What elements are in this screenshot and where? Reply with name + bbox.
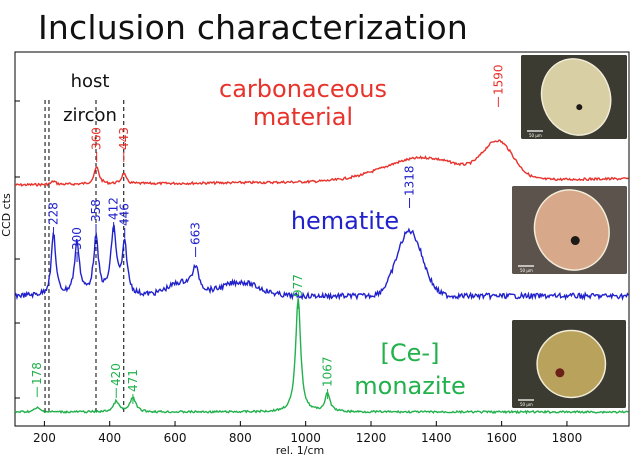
x-tick-label: 400 [98,431,121,445]
peak-label-group: 300 [70,227,84,262]
series-layer [14,139,629,415]
y-axis-label: CCD cts [0,193,13,237]
x-tick-label: 600 [164,431,187,445]
scale-bar-label: 50 μm [520,402,533,407]
peak-label-group: 1590 [491,64,505,107]
scale-bar-label: 50 μm [529,133,542,138]
x-axis-label: rel. 1/cm [276,444,325,457]
peak-label: 178 [30,362,44,385]
peak-label-group: 420 [109,363,123,398]
peak-label: 412 [107,197,121,220]
peak-label: 358 [89,199,103,222]
inclusion-spot [555,368,565,378]
peak-label: 1590 [491,64,505,95]
series-line--ce-monazite [14,298,629,415]
plot-frame [14,51,630,427]
host-label: host [71,71,110,92]
inclusion-spot [576,104,583,111]
series-label-line: [Ce-] [381,339,440,367]
peak-label: 446 [118,203,132,226]
peak-label-group: 1318 [403,165,417,208]
grain-shape [540,58,612,136]
series-label-line: monazite [354,372,465,400]
zircon-label: zircon [63,105,117,126]
peak-label: 1067 [321,356,335,387]
carbonaceous-inclusion-photo-graphic: 50 μm [521,55,627,139]
y-axis: CCD cts [0,100,20,399]
x-axis: 200 400 600 800 1000 1200 1400 1600 1800 rel. 1/c… [33,421,582,457]
grain-shape [536,329,607,399]
peak-label-group: 358 [89,199,103,234]
scale-bar-label: 50 μm [520,268,533,273]
series-line-carbonaceous-material [14,139,629,187]
carbonaceous-inclusion-photo: 50 μm [521,55,627,139]
x-tick-label: 1600 [486,431,517,445]
x-tick-label: 1000 [290,431,321,445]
x-tick-label: 1200 [356,431,387,445]
slide-title: Inclusion characterization [38,8,468,47]
peak-label-group: 663 [189,222,203,257]
peak-label-group: 1067 [321,356,335,399]
monazite-inclusion-photo: 50 μm [512,320,626,408]
x-tick-label: 200 [33,431,56,445]
peak-label-group: 977 [291,274,305,309]
monazite-inclusion-photo-graphic: 50 μm [512,320,626,408]
grain-shape [533,189,610,271]
peak-label-group: 228 [47,202,61,237]
peak-label: 300 [70,227,84,250]
peak-label: 420 [109,363,123,386]
series-line-hematite [14,224,629,302]
peak-label: 977 [291,274,305,297]
series-label-line: material [253,103,353,131]
peak-label-group: 178 [30,362,44,397]
reference-lines [44,100,125,415]
x-tick-label: 1400 [421,431,452,445]
peak-label-group: 412 [107,197,121,232]
peak-label: 663 [189,222,203,245]
x-tick-label: 800 [229,431,252,445]
hematite-inclusion-photo-graphic: 50 μm [512,186,627,274]
inclusion-spot [570,236,580,246]
x-tick-label: 1800 [552,431,583,445]
peak-label: 360 [90,127,104,150]
peak-label-group: 471 [126,369,140,404]
hematite-inclusion-photo: 50 μm [512,186,627,274]
peak-label-group: 360 [90,127,104,162]
peak-label-group: 446 [118,203,132,238]
peak-label: 228 [47,202,61,225]
series-label-line: hematite [291,207,399,235]
peak-label: 1318 [403,165,417,196]
peak-label: 443 [117,127,131,150]
peak-label-group: 443 [117,127,131,162]
series-label-line: carbonaceous [219,75,387,103]
peak-label: 471 [126,369,140,392]
